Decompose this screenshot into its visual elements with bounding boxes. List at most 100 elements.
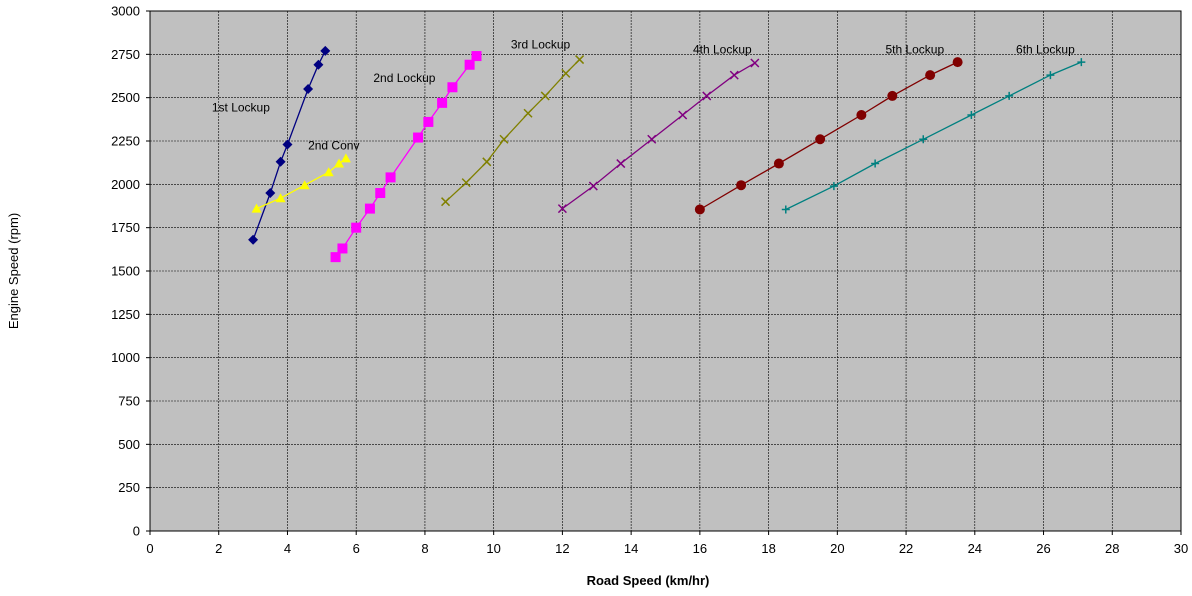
- data-point: [729, 70, 739, 80]
- x-tick-label: 8: [421, 541, 428, 556]
- data-point: [694, 204, 705, 215]
- x-tick-label: 26: [1036, 541, 1050, 556]
- data-point: [575, 55, 585, 65]
- data-point: [464, 59, 475, 70]
- y-tick-label: 0: [133, 524, 140, 539]
- data-point: [925, 70, 936, 81]
- series-label: 6th Lockup: [1016, 42, 1075, 56]
- series-label: 1st Lockup: [212, 101, 270, 115]
- y-tick-label: 2500: [111, 90, 140, 105]
- x-tick-label: 10: [486, 541, 500, 556]
- data-point: [952, 57, 963, 68]
- data-point: [1005, 91, 1014, 100]
- data-point: [303, 84, 314, 94]
- series-6th-lockup: [781, 58, 1086, 214]
- data-point: [781, 205, 790, 214]
- data-point: [330, 252, 341, 263]
- series-label: 5th Lockup: [885, 42, 944, 56]
- x-tick-label: 30: [1174, 541, 1188, 556]
- data-point: [437, 97, 448, 108]
- data-point: [750, 58, 760, 68]
- y-tick-label: 2250: [111, 134, 140, 149]
- x-tick-label: 24: [968, 541, 982, 556]
- y-axis-ticks: 0 250 500 750 1000 1250 1500 1750 2000 2250 2500 27…: [111, 4, 150, 539]
- series-label: 2nd Conv: [308, 139, 359, 153]
- data-point: [482, 157, 492, 167]
- data-point: [1046, 71, 1055, 80]
- series-group: [248, 45, 1086, 263]
- x-tick-label: 12: [555, 541, 569, 556]
- y-tick-label: 1750: [111, 220, 140, 235]
- series-2nd-lockup: [330, 51, 482, 263]
- x-tick-label: 16: [693, 541, 707, 556]
- data-point: [334, 158, 345, 168]
- data-point: [313, 59, 324, 70]
- series-label: 3rd Lockup: [511, 37, 571, 51]
- data-point: [251, 203, 262, 213]
- data-point: [856, 110, 867, 120]
- grid-lines: [150, 11, 1181, 531]
- series-line: [785, 61, 1082, 211]
- y-tick-label: 2750: [111, 47, 140, 62]
- y-tick-label: 3000: [111, 4, 140, 19]
- series-4th-lockup: [557, 58, 760, 214]
- data-point: [647, 134, 657, 144]
- y-tick-label: 1000: [111, 350, 140, 365]
- data-point: [540, 91, 550, 101]
- data-point: [323, 167, 334, 177]
- data-point: [871, 159, 880, 168]
- y-tick-label: 750: [118, 394, 140, 409]
- data-point: [1077, 58, 1086, 67]
- series-annotations: 1st Lockup 2nd Conv 2nd Lockup 3rd Lockup 4t…: [212, 37, 1075, 152]
- x-tick-label: 28: [1105, 541, 1119, 556]
- data-point: [337, 243, 348, 254]
- x-tick-label: 18: [761, 541, 775, 556]
- data-point: [616, 159, 626, 169]
- x-tick-label: 4: [284, 541, 291, 556]
- data-point: [299, 180, 310, 190]
- series-line: [562, 62, 756, 210]
- y-tick-label: 500: [118, 437, 140, 452]
- x-tick-label: 6: [353, 541, 360, 556]
- data-point: [588, 181, 598, 191]
- data-point: [557, 204, 567, 214]
- data-point: [967, 111, 976, 119]
- data-point: [265, 188, 276, 198]
- x-axis-title: Road Speed (km/hr): [587, 573, 710, 588]
- data-point: [275, 156, 286, 167]
- data-point: [829, 182, 838, 191]
- data-point: [736, 180, 747, 191]
- data-point: [375, 188, 386, 198]
- data-point: [413, 132, 424, 143]
- y-axis-title: Engine Speed (rpm): [6, 213, 21, 329]
- x-tick-label: 0: [146, 541, 153, 556]
- data-point: [248, 234, 259, 245]
- series-1st-lockup: [248, 45, 331, 245]
- data-point: [887, 90, 898, 101]
- y-tick-label: 1500: [111, 264, 140, 279]
- data-point: [499, 134, 509, 144]
- series-2nd-conv: [251, 153, 351, 213]
- data-point: [364, 203, 375, 214]
- data-point: [447, 82, 458, 93]
- series-label: 2nd Lockup: [373, 71, 435, 85]
- data-point: [461, 178, 471, 188]
- series-line: [699, 61, 958, 211]
- data-point: [441, 197, 451, 207]
- data-point: [423, 116, 434, 127]
- y-tick-label: 250: [118, 480, 140, 495]
- data-point: [702, 91, 712, 101]
- y-tick-label: 2000: [111, 177, 140, 192]
- data-point: [561, 68, 571, 78]
- x-axis-ticks: 0 2 4 6 8 10 12 14 16 18 20 22 24 26 28 30: [146, 531, 1188, 556]
- data-point: [282, 139, 293, 150]
- series-3rd-lockup: [441, 55, 585, 207]
- x-tick-label: 14: [624, 541, 638, 556]
- y-tick-label: 1250: [111, 307, 140, 322]
- series-label: 4th Lockup: [693, 42, 752, 56]
- x-tick-label: 2: [215, 541, 222, 556]
- x-tick-label: 22: [899, 541, 913, 556]
- data-point: [351, 222, 362, 233]
- data-point: [340, 153, 351, 163]
